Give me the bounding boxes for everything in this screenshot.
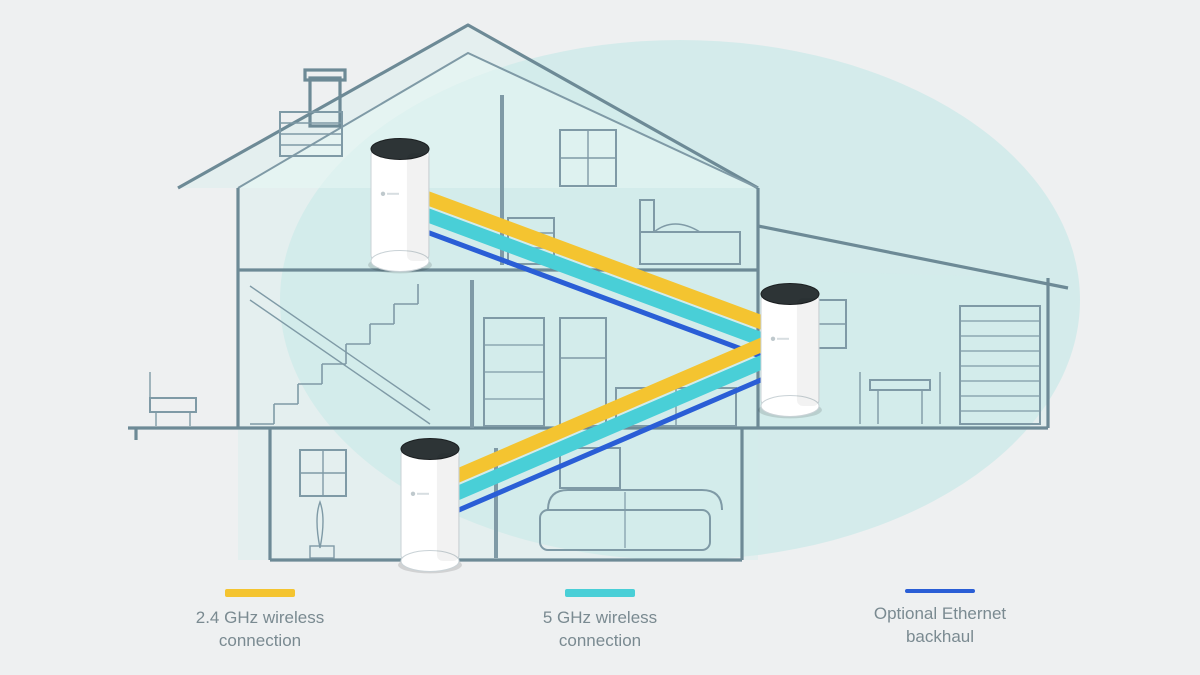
legend-label-ethernet: Optional Ethernet backhaul	[874, 603, 1006, 649]
mesh-node	[398, 439, 462, 574]
legend-text: 5 GHz wireless	[543, 608, 657, 627]
diagram-canvas: 2.4 GHz wireless connection 5 GHz wirele…	[0, 0, 1200, 675]
legend-text: Optional Ethernet	[874, 604, 1006, 623]
legend: 2.4 GHz wireless connection 5 GHz wirele…	[0, 589, 1200, 653]
legend-label-24ghz: 2.4 GHz wireless connection	[196, 607, 324, 653]
legend-text: backhaul	[906, 627, 974, 646]
legend-text: connection	[219, 631, 301, 650]
legend-swatch-ethernet	[905, 589, 975, 593]
legend-item-24ghz: 2.4 GHz wireless connection	[150, 589, 370, 653]
legend-item-ethernet: Optional Ethernet backhaul	[830, 589, 1050, 653]
legend-text: 2.4 GHz wireless	[196, 608, 324, 627]
legend-text: connection	[559, 631, 641, 650]
legend-item-5ghz: 5 GHz wireless connection	[490, 589, 710, 653]
mesh-node	[758, 284, 822, 419]
legend-swatch-5ghz	[565, 589, 635, 597]
legend-label-5ghz: 5 GHz wireless connection	[543, 607, 657, 653]
house-svg	[0, 0, 1200, 675]
legend-swatch-24ghz	[225, 589, 295, 597]
mesh-node	[368, 139, 432, 274]
